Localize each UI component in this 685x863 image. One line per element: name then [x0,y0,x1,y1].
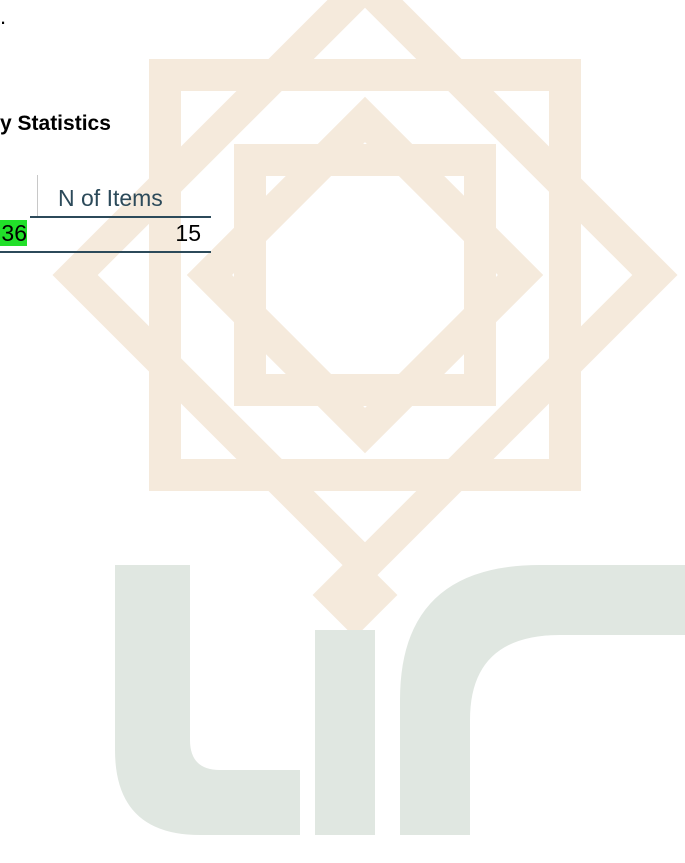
section-title: y Statistics [0,112,111,136]
cell-value: 36 [1,220,27,246]
rule [30,216,211,218]
column-header: N of Items [58,185,163,212]
knot [75,0,655,565]
rule [0,251,211,253]
cell-value: 15 [100,220,201,247]
letters [115,565,685,835]
divider [37,175,38,217]
text-fragment: . [0,4,6,30]
page: {"header": {"dot": "."}, "title": "y Sta… [0,0,685,863]
highlighted-cell: 36 [0,220,27,246]
